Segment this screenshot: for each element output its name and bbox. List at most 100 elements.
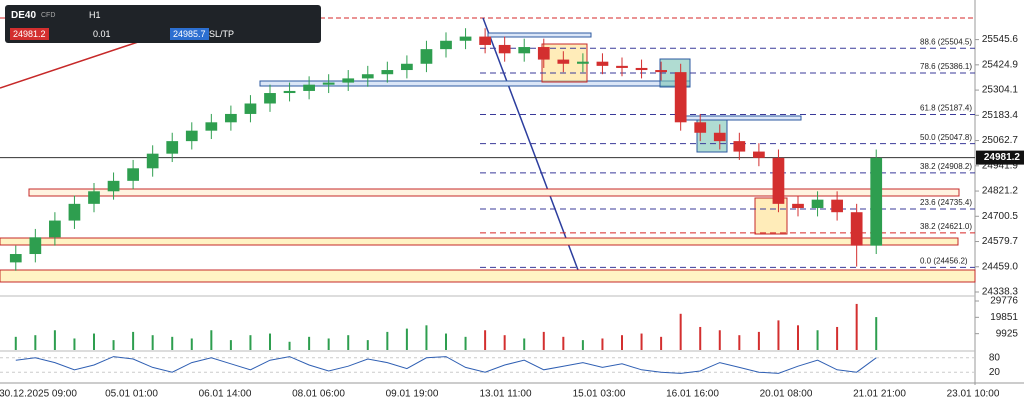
- candle-body: [264, 93, 276, 104]
- candle-body: [713, 132, 726, 142]
- candle-body: [29, 237, 42, 255]
- volume-bar: [621, 335, 623, 350]
- volume-bar: [640, 333, 643, 350]
- instrument-kind: CFD: [41, 12, 56, 19]
- fib-label: 23.6 (24735.4): [920, 198, 972, 207]
- volume-bar: [190, 338, 193, 350]
- volume-bar: [875, 317, 878, 350]
- zone: [677, 115, 802, 121]
- candle-body: [401, 63, 413, 71]
- x-tick-label: 15.01 03:00: [573, 389, 626, 400]
- stoch-tick-label: 20: [989, 367, 1001, 378]
- fib-label: 38.2 (24621.0): [920, 222, 972, 231]
- candle-body: [674, 72, 687, 123]
- candle-body: [753, 151, 765, 158]
- candle-body: [68, 203, 81, 221]
- ask-price[interactable]: 24985.7: [170, 28, 209, 40]
- lot-size[interactable]: 0.01: [93, 29, 111, 39]
- candle-body: [342, 78, 355, 83]
- fib-label: 50.0 (25047.8): [920, 133, 972, 142]
- sltp-button[interactable]: SL/TP: [209, 29, 235, 39]
- y-tick-label: 25424.9: [982, 59, 1019, 70]
- candle-body: [244, 103, 257, 114]
- candle-body: [577, 61, 589, 64]
- candle-body: [88, 191, 100, 204]
- volume-bar: [132, 331, 135, 350]
- candle-body: [146, 153, 159, 169]
- candle-body: [225, 113, 237, 123]
- candle-body: [792, 203, 804, 209]
- volume-bar: [366, 340, 369, 350]
- volume-bar: [308, 336, 311, 350]
- zone: [487, 32, 592, 38]
- candle-body: [811, 199, 824, 209]
- volume-bar: [171, 336, 174, 350]
- candle-body: [537, 47, 550, 60]
- candle-body: [9, 254, 22, 263]
- zone: [28, 188, 960, 197]
- candle-body: [870, 157, 883, 246]
- volume-bar: [229, 340, 232, 350]
- x-tick-label: 30.12.2025 09:00: [0, 389, 77, 400]
- stoch-line: [15, 356, 877, 374]
- stoch-tick-label: 80: [989, 352, 1001, 363]
- volume-bar: [757, 331, 760, 350]
- volume-bar: [14, 336, 17, 350]
- x-tick-label: 21.01 21:00: [853, 389, 906, 400]
- volume-bar: [210, 330, 213, 350]
- volume-bar: [53, 330, 56, 350]
- candle-body: [772, 157, 785, 204]
- candle-body: [479, 36, 491, 45]
- current-price-box: [976, 150, 1024, 165]
- y-tick-label: 24579.7: [982, 236, 1019, 247]
- volume-bar: [73, 338, 76, 350]
- candle-body: [49, 220, 61, 238]
- timeframe[interactable]: H1: [89, 10, 101, 20]
- volume-tick-label: 9925: [996, 328, 1019, 339]
- x-tick-label: 05.01 01:00: [105, 389, 158, 400]
- candle-body: [694, 122, 707, 133]
- volume-tick-label: 19851: [990, 312, 1018, 323]
- volume-bar: [562, 336, 565, 350]
- candle-body: [205, 122, 218, 131]
- volume-bar: [405, 328, 408, 350]
- candle-body: [557, 59, 570, 64]
- candle-body: [733, 141, 746, 152]
- volume-tick-label: 29776: [990, 296, 1018, 307]
- y-tick-label: 24700.5: [982, 211, 1019, 222]
- volume-bar: [425, 325, 428, 350]
- fib-label: 0.0 (24456.2): [920, 256, 968, 265]
- x-tick-label: 09.01 19:00: [386, 389, 439, 400]
- bid-price[interactable]: 24981.2: [10, 28, 49, 40]
- zone: [0, 269, 976, 283]
- volume-bar: [660, 336, 663, 350]
- volume-bar: [445, 333, 447, 350]
- symbol[interactable]: DE40: [11, 10, 37, 21]
- volume-bar: [288, 341, 291, 350]
- zone: [754, 197, 788, 235]
- y-tick-label: 25545.6: [982, 34, 1019, 45]
- fib-label: 61.8 (25187.4): [920, 104, 972, 113]
- candle-body: [459, 36, 472, 41]
- volume-bar: [151, 335, 154, 350]
- volume-bar: [503, 335, 506, 350]
- candle-body: [381, 70, 394, 75]
- volume-bar: [738, 335, 741, 350]
- volume-bar: [699, 326, 702, 350]
- y-tick-label: 25062.7: [982, 135, 1019, 146]
- volume-bar: [112, 340, 115, 350]
- volume-bar: [855, 303, 858, 350]
- candle-body: [635, 67, 648, 71]
- volume-bar: [386, 331, 389, 350]
- x-tick-label: 08.01 06:00: [292, 389, 345, 400]
- trade-toolbar: DE40 CFD H1 24981.2 0.01 24985.7 SL/TP: [5, 5, 321, 43]
- candle-body: [322, 82, 335, 85]
- candle-body: [166, 141, 179, 154]
- y-tick-label: 25183.4: [982, 110, 1019, 121]
- fib-label: 88.6 (25504.5): [920, 37, 972, 46]
- x-tick-label: 20.01 08:00: [760, 389, 813, 400]
- candle-body: [616, 65, 628, 68]
- current-price-label: 24981.2: [984, 152, 1021, 163]
